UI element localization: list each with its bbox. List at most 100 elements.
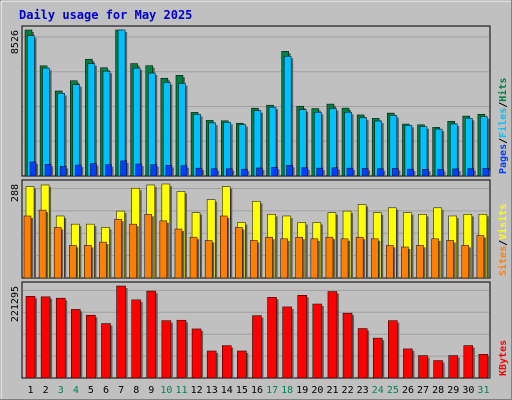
pages-bar xyxy=(467,168,475,177)
kbytes-bar xyxy=(463,345,474,379)
sites-bar xyxy=(99,241,107,279)
sites-bar xyxy=(446,240,454,279)
kbytes-bar xyxy=(282,306,292,379)
kbytes-bar xyxy=(222,345,232,379)
kbytes-bar xyxy=(433,360,443,379)
hits-legend-separator: / xyxy=(498,138,509,144)
pages-bar xyxy=(241,168,248,177)
kbytes-bar xyxy=(71,309,81,379)
sites-bar xyxy=(84,245,92,279)
files-bar xyxy=(374,120,382,177)
day-label: 5 xyxy=(88,385,94,396)
pages-bar xyxy=(346,167,354,177)
sites-bar xyxy=(250,240,258,279)
hits-legend-separator: / xyxy=(498,102,509,108)
files-bar xyxy=(329,108,337,177)
day-label: 25 xyxy=(387,385,399,396)
sites-bar xyxy=(189,236,198,279)
day-label: 28 xyxy=(432,385,444,396)
day-label: 2 xyxy=(43,385,49,396)
visits-legend-separator: / xyxy=(498,240,509,246)
sites-bar xyxy=(325,236,334,279)
day-label: 13 xyxy=(206,385,218,396)
day-label: 20 xyxy=(311,385,323,396)
kbytes-bar xyxy=(252,315,262,379)
sites-bar xyxy=(159,220,168,279)
pages-bar xyxy=(150,164,158,177)
pages-bar xyxy=(120,160,127,177)
kbytes-bar xyxy=(403,348,413,379)
files-bar xyxy=(268,106,277,177)
files-bar xyxy=(298,109,307,177)
files-bar xyxy=(132,67,141,177)
files-bar xyxy=(344,112,352,177)
pages-bar xyxy=(75,164,82,177)
pages-bar xyxy=(59,166,67,177)
files-bar xyxy=(434,128,443,177)
sites-bar xyxy=(431,238,439,279)
day-label: 22 xyxy=(342,385,354,396)
pages-bar xyxy=(210,168,218,177)
hits-legend-hits: Hits xyxy=(497,78,509,102)
files-bar xyxy=(449,123,458,177)
sites-bar xyxy=(204,240,213,279)
files-bar xyxy=(178,83,186,177)
sites-bar xyxy=(69,245,77,279)
files-bar xyxy=(72,84,81,177)
sites-bar xyxy=(340,238,349,279)
day-label: 11 xyxy=(175,385,187,396)
day-label: 21 xyxy=(326,385,338,396)
pages-bar xyxy=(422,169,429,177)
pages-bar xyxy=(256,167,263,177)
kbytes-bar xyxy=(131,299,141,379)
kbytes-bar xyxy=(372,337,383,379)
pages-bar xyxy=(29,161,37,177)
hits-legend-pages: Pages xyxy=(498,144,509,174)
sites-bar xyxy=(174,228,183,279)
pages-bar xyxy=(316,167,324,177)
day-label: 29 xyxy=(447,385,459,396)
day-label: 9 xyxy=(148,385,154,396)
sites-bar xyxy=(355,236,364,279)
kbytes-bar xyxy=(146,290,157,379)
sites-bar xyxy=(370,238,379,279)
files-bar xyxy=(253,110,262,177)
files-bar xyxy=(208,122,216,177)
sites-bar xyxy=(386,245,394,279)
files-bar xyxy=(27,35,35,177)
files-bar xyxy=(389,115,398,177)
day-label: 23 xyxy=(357,385,369,396)
hits-legend: Pages/Files/Hits xyxy=(497,78,509,174)
sites-bar xyxy=(416,245,424,279)
pages-bar xyxy=(105,164,112,177)
files-bar xyxy=(163,82,171,177)
visits-ymax-label: 288 xyxy=(10,184,21,202)
kbytes-bar xyxy=(312,303,323,379)
day-label: 27 xyxy=(417,385,429,396)
day-label: 14 xyxy=(221,385,233,396)
kbytes-bar xyxy=(116,285,126,379)
visits-legend-visits: Visits xyxy=(497,204,509,240)
kbytes-bar xyxy=(237,350,247,379)
visits-legend-sites: Sites xyxy=(497,246,509,276)
day-label: 8 xyxy=(133,385,139,396)
kbytes-bar xyxy=(25,296,36,379)
sites-bar xyxy=(38,209,47,279)
day-label: 6 xyxy=(103,385,109,396)
kbytes-legend: KBytes xyxy=(498,340,509,376)
files-bar xyxy=(419,126,428,177)
sites-bar xyxy=(144,214,153,279)
pages-bar xyxy=(331,167,339,177)
day-label: 3 xyxy=(58,385,64,396)
kbytes-bar xyxy=(388,320,398,379)
sites-bar xyxy=(23,215,32,279)
kbytes-bar xyxy=(448,355,458,379)
kbytes-bar xyxy=(297,295,307,379)
files-bar xyxy=(117,29,126,177)
day-label: 7 xyxy=(118,385,124,396)
pages-bar xyxy=(361,168,369,177)
pages-bar xyxy=(301,167,308,177)
pages-bar xyxy=(392,168,399,177)
